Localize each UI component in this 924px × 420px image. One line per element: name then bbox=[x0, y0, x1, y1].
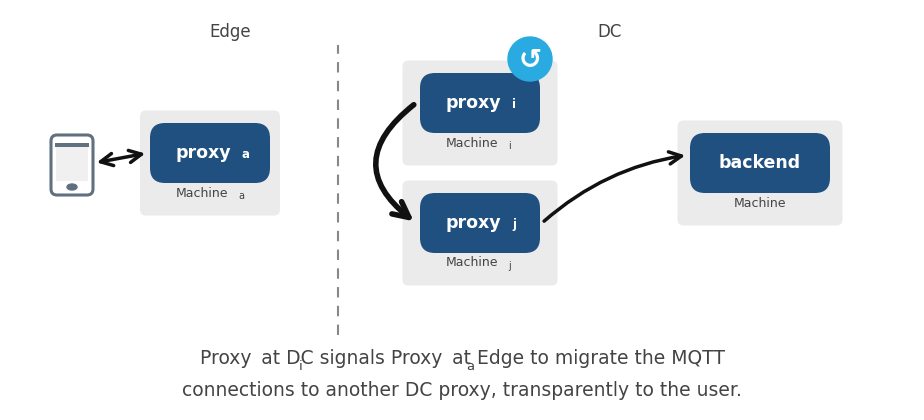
Text: DC: DC bbox=[598, 23, 622, 41]
FancyBboxPatch shape bbox=[403, 60, 557, 165]
Text: i: i bbox=[298, 360, 302, 373]
Text: i: i bbox=[508, 141, 511, 151]
FancyBboxPatch shape bbox=[403, 181, 557, 286]
FancyBboxPatch shape bbox=[690, 133, 830, 193]
FancyBboxPatch shape bbox=[150, 123, 270, 183]
Text: a: a bbox=[238, 191, 244, 201]
Text: Machine: Machine bbox=[445, 257, 498, 270]
Circle shape bbox=[508, 37, 552, 81]
Text: a: a bbox=[467, 360, 474, 373]
Text: Machine: Machine bbox=[445, 136, 498, 150]
FancyBboxPatch shape bbox=[51, 135, 93, 195]
Text: ↺: ↺ bbox=[518, 46, 541, 74]
Text: proxy: proxy bbox=[176, 144, 231, 162]
Text: Edge: Edge bbox=[209, 23, 250, 41]
FancyBboxPatch shape bbox=[56, 147, 88, 181]
Text: Proxy  at DC signals Proxy  at Edge to migrate the MQTT: Proxy at DC signals Proxy at Edge to mig… bbox=[200, 349, 724, 368]
Text: j: j bbox=[508, 261, 511, 271]
Text: Machine: Machine bbox=[176, 186, 228, 199]
FancyBboxPatch shape bbox=[420, 193, 540, 253]
Text: a: a bbox=[242, 148, 250, 161]
Text: j: j bbox=[512, 218, 516, 231]
Ellipse shape bbox=[67, 184, 77, 190]
Text: i: i bbox=[512, 98, 516, 111]
FancyBboxPatch shape bbox=[420, 73, 540, 133]
Text: proxy: proxy bbox=[445, 214, 501, 232]
Text: proxy: proxy bbox=[445, 94, 501, 112]
FancyBboxPatch shape bbox=[55, 143, 89, 147]
Text: backend: backend bbox=[719, 154, 801, 172]
FancyBboxPatch shape bbox=[140, 110, 280, 215]
Text: Machine: Machine bbox=[734, 197, 786, 210]
FancyBboxPatch shape bbox=[677, 121, 843, 226]
Text: connections to another DC proxy, transparently to the user.: connections to another DC proxy, transpa… bbox=[182, 381, 742, 399]
